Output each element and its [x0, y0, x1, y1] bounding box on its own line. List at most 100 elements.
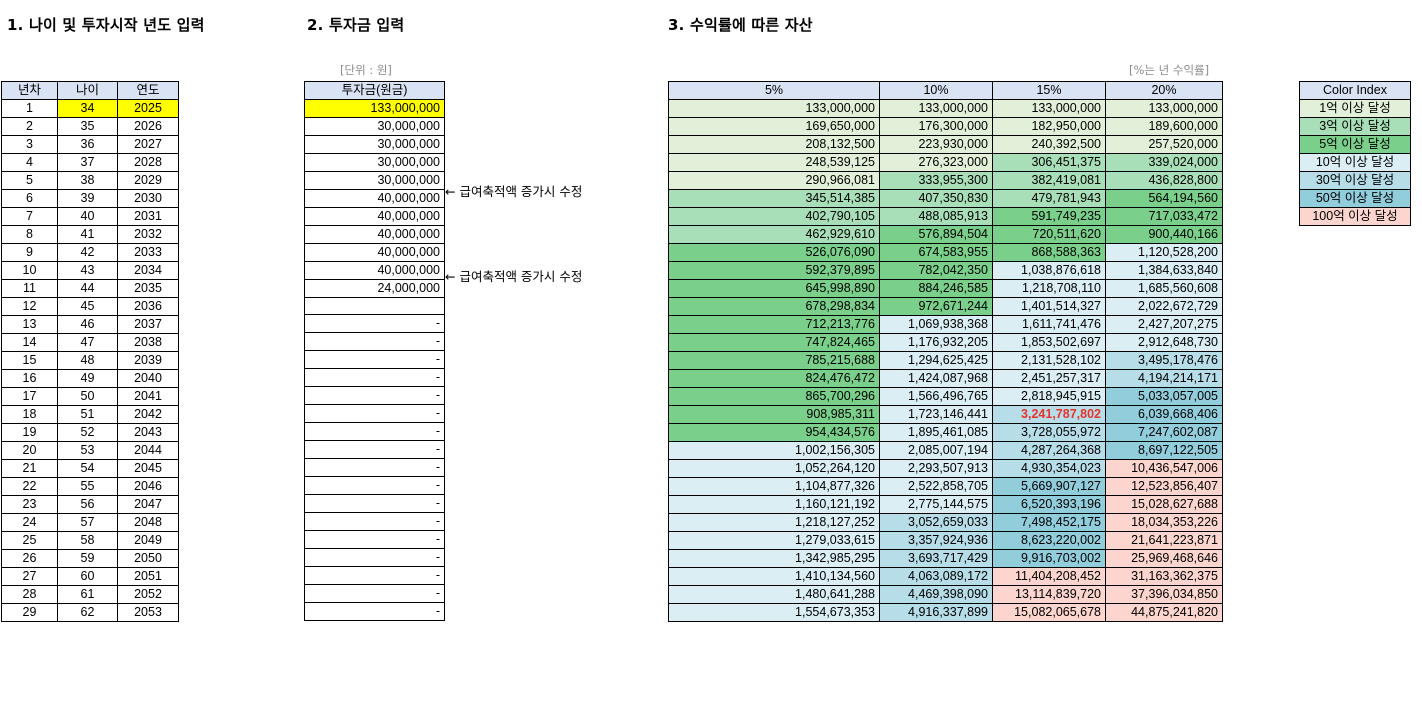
investment-cell[interactable]: - [304, 584, 445, 603]
header-age[interactable]: 나이 [57, 81, 118, 100]
asset-cell[interactable]: 339,024,000 [1105, 153, 1223, 172]
year-cell[interactable]: 2047 [117, 495, 179, 514]
year-cell[interactable]: 2027 [117, 135, 179, 154]
legend-item[interactable]: 30억 이상 달성 [1299, 171, 1411, 190]
asset-cell[interactable]: 182,950,000 [992, 117, 1106, 136]
asset-cell[interactable]: 133,000,000 [992, 99, 1106, 118]
asset-cell[interactable]: 1,176,932,205 [879, 333, 993, 352]
selected-asset-cell[interactable]: 3,241,787,802 [992, 405, 1106, 424]
asset-cell[interactable]: 436,828,800 [1105, 171, 1223, 190]
header-year-count[interactable]: 년차 [1, 81, 58, 100]
asset-cell[interactable]: 782,042,350 [879, 261, 993, 280]
investment-cell[interactable]: - [304, 350, 445, 369]
asset-cell[interactable]: 2,912,648,730 [1105, 333, 1223, 352]
year-cell[interactable]: 2040 [117, 369, 179, 388]
asset-cell[interactable]: 290,966,081 [668, 171, 880, 190]
asset-cell[interactable]: 15,082,065,678 [992, 603, 1106, 622]
investment-cell[interactable]: - [304, 566, 445, 585]
asset-cell[interactable]: 208,132,500 [668, 135, 880, 154]
age-cell[interactable]: 59 [57, 549, 118, 568]
asset-cell[interactable]: 1,401,514,327 [992, 297, 1106, 316]
investment-cell[interactable]: 30,000,000 [304, 117, 445, 136]
asset-cell[interactable]: 37,396,034,850 [1105, 585, 1223, 604]
age-cell[interactable]: 52 [57, 423, 118, 442]
asset-cell[interactable]: 2,427,207,275 [1105, 315, 1223, 334]
asset-cell[interactable]: 1,685,560,608 [1105, 279, 1223, 298]
year-count-cell[interactable]: 28 [1, 585, 58, 604]
investment-cell[interactable]: - [304, 440, 445, 459]
age-cell[interactable]: 41 [57, 225, 118, 244]
asset-cell[interactable]: 2,451,257,317 [992, 369, 1106, 388]
asset-cell[interactable]: 645,998,890 [668, 279, 880, 298]
asset-cell[interactable]: 382,419,081 [992, 171, 1106, 190]
legend-item[interactable]: 1억 이상 달성 [1299, 99, 1411, 118]
year-count-cell[interactable]: 4 [1, 153, 58, 172]
asset-cell[interactable]: 884,246,585 [879, 279, 993, 298]
asset-cell[interactable]: 4,930,354,023 [992, 459, 1106, 478]
legend-item[interactable]: 10억 이상 달성 [1299, 153, 1411, 172]
asset-cell[interactable]: 133,000,000 [879, 99, 993, 118]
asset-cell[interactable]: 3,495,178,476 [1105, 351, 1223, 370]
year-cell[interactable]: 2034 [117, 261, 179, 280]
year-count-cell[interactable]: 9 [1, 243, 58, 262]
asset-cell[interactable]: 592,379,895 [668, 261, 880, 280]
asset-cell[interactable]: 3,357,924,936 [879, 531, 993, 550]
year-count-cell[interactable]: 27 [1, 567, 58, 586]
year-cell[interactable]: 2035 [117, 279, 179, 298]
asset-cell[interactable]: 462,929,610 [668, 225, 880, 244]
asset-cell[interactable]: 223,930,000 [879, 135, 993, 154]
asset-cell[interactable]: 13,114,839,720 [992, 585, 1106, 604]
asset-cell[interactable]: 1,218,708,110 [992, 279, 1106, 298]
age-cell[interactable]: 55 [57, 477, 118, 496]
asset-cell[interactable]: 1,160,121,192 [668, 495, 880, 514]
year-cell[interactable]: 2030 [117, 189, 179, 208]
investment-cell[interactable]: - [304, 548, 445, 567]
age-cell[interactable]: 57 [57, 513, 118, 532]
asset-cell[interactable]: 6,520,393,196 [992, 495, 1106, 514]
asset-cell[interactable]: 2,131,528,102 [992, 351, 1106, 370]
year-count-cell[interactable]: 16 [1, 369, 58, 388]
header-rate-20[interactable]: 20% [1105, 81, 1223, 100]
year-cell[interactable]: 2038 [117, 333, 179, 352]
investment-cell[interactable]: 40,000,000 [304, 261, 445, 280]
year-count-cell[interactable]: 13 [1, 315, 58, 334]
age-cell[interactable]: 56 [57, 495, 118, 514]
asset-cell[interactable]: 345,514,385 [668, 189, 880, 208]
investment-cell[interactable]: - [304, 314, 445, 333]
asset-cell[interactable]: 2,775,144,575 [879, 495, 993, 514]
asset-cell[interactable]: 402,790,105 [668, 207, 880, 226]
year-count-cell[interactable]: 14 [1, 333, 58, 352]
asset-cell[interactable]: 720,511,620 [992, 225, 1106, 244]
asset-cell[interactable]: 479,781,943 [992, 189, 1106, 208]
asset-cell[interactable]: 6,039,668,406 [1105, 405, 1223, 424]
age-cell[interactable]: 53 [57, 441, 118, 460]
legend-item[interactable]: 50억 이상 달성 [1299, 189, 1411, 208]
year-count-cell[interactable]: 8 [1, 225, 58, 244]
investment-cell[interactable]: - [304, 404, 445, 423]
investment-cell[interactable]: - [304, 332, 445, 351]
header-rate-15[interactable]: 15% [992, 81, 1106, 100]
asset-cell[interactable]: 1,895,461,085 [879, 423, 993, 442]
investment-cell[interactable]: 133,000,000 [304, 99, 445, 118]
asset-cell[interactable]: 1,566,496,765 [879, 387, 993, 406]
age-cell[interactable]: 43 [57, 261, 118, 280]
asset-cell[interactable]: 18,034,353,226 [1105, 513, 1223, 532]
asset-cell[interactable]: 15,028,627,688 [1105, 495, 1223, 514]
asset-cell[interactable]: 2,085,007,194 [879, 441, 993, 460]
asset-cell[interactable]: 12,523,856,407 [1105, 477, 1223, 496]
age-cell[interactable]: 45 [57, 297, 118, 316]
year-count-cell[interactable]: 23 [1, 495, 58, 514]
asset-cell[interactable]: 5,669,907,127 [992, 477, 1106, 496]
age-cell[interactable]: 58 [57, 531, 118, 550]
asset-cell[interactable]: 1,069,938,368 [879, 315, 993, 334]
year-cell[interactable]: 2025 [117, 99, 179, 118]
age-cell[interactable]: 61 [57, 585, 118, 604]
year-cell[interactable]: 2033 [117, 243, 179, 262]
age-cell[interactable]: 38 [57, 171, 118, 190]
age-cell[interactable]: 40 [57, 207, 118, 226]
asset-cell[interactable]: 248,539,125 [668, 153, 880, 172]
asset-cell[interactable]: 576,894,504 [879, 225, 993, 244]
asset-cell[interactable]: 306,451,375 [992, 153, 1106, 172]
asset-cell[interactable]: 3,052,659,033 [879, 513, 993, 532]
asset-cell[interactable]: 1,052,264,120 [668, 459, 880, 478]
